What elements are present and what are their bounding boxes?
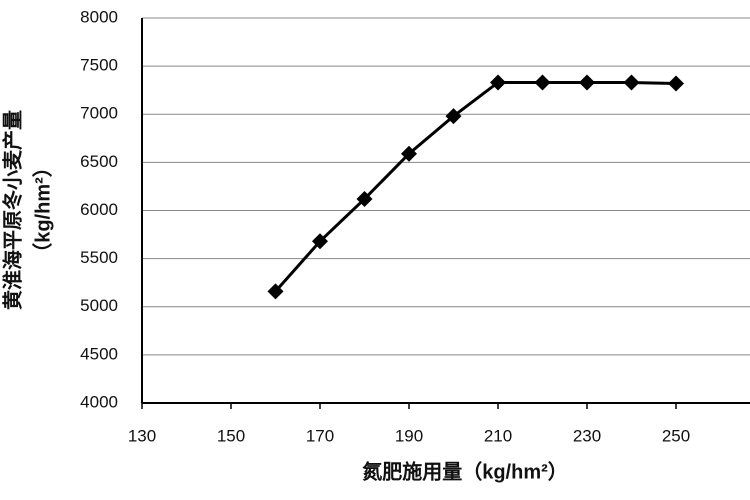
y-tick-label: 5500 (80, 248, 118, 267)
x-tick-label: 170 (306, 426, 334, 445)
y-tick-label: 6000 (80, 200, 118, 219)
y-tick-label: 7000 (80, 104, 118, 123)
y-tick-label: 4000 (80, 392, 118, 411)
y-tick-label: 8000 (80, 7, 118, 26)
y-tick-label: 7500 (80, 56, 118, 75)
marker (445, 108, 462, 125)
x-tick-label: 150 (217, 426, 245, 445)
line (274, 80, 677, 293)
y-tick-label: 4500 (80, 344, 118, 363)
marker (668, 75, 684, 92)
x-tick-label: 230 (573, 426, 601, 445)
marker (490, 74, 506, 91)
y-tick-label: 6500 (80, 152, 118, 171)
marker (401, 145, 417, 162)
marker (579, 74, 595, 91)
x-axis-title: 氮肥施用量（kg/hm²） (362, 459, 568, 483)
x-tick-label: 210 (484, 426, 512, 445)
x-tick-label: 130 (128, 426, 156, 445)
marker (356, 190, 373, 207)
y-axis-title: 黄淮海平原冬小麦产量 (0, 110, 24, 310)
x-tick-label: 250 (662, 426, 690, 445)
marker (312, 233, 328, 250)
y-axis-title: （kg/hm²） (31, 157, 54, 263)
marker (267, 283, 284, 300)
x-tick-label: 190 (395, 426, 423, 445)
marker (534, 74, 551, 91)
y-tick-label: 5000 (80, 296, 118, 315)
marker (623, 74, 640, 91)
